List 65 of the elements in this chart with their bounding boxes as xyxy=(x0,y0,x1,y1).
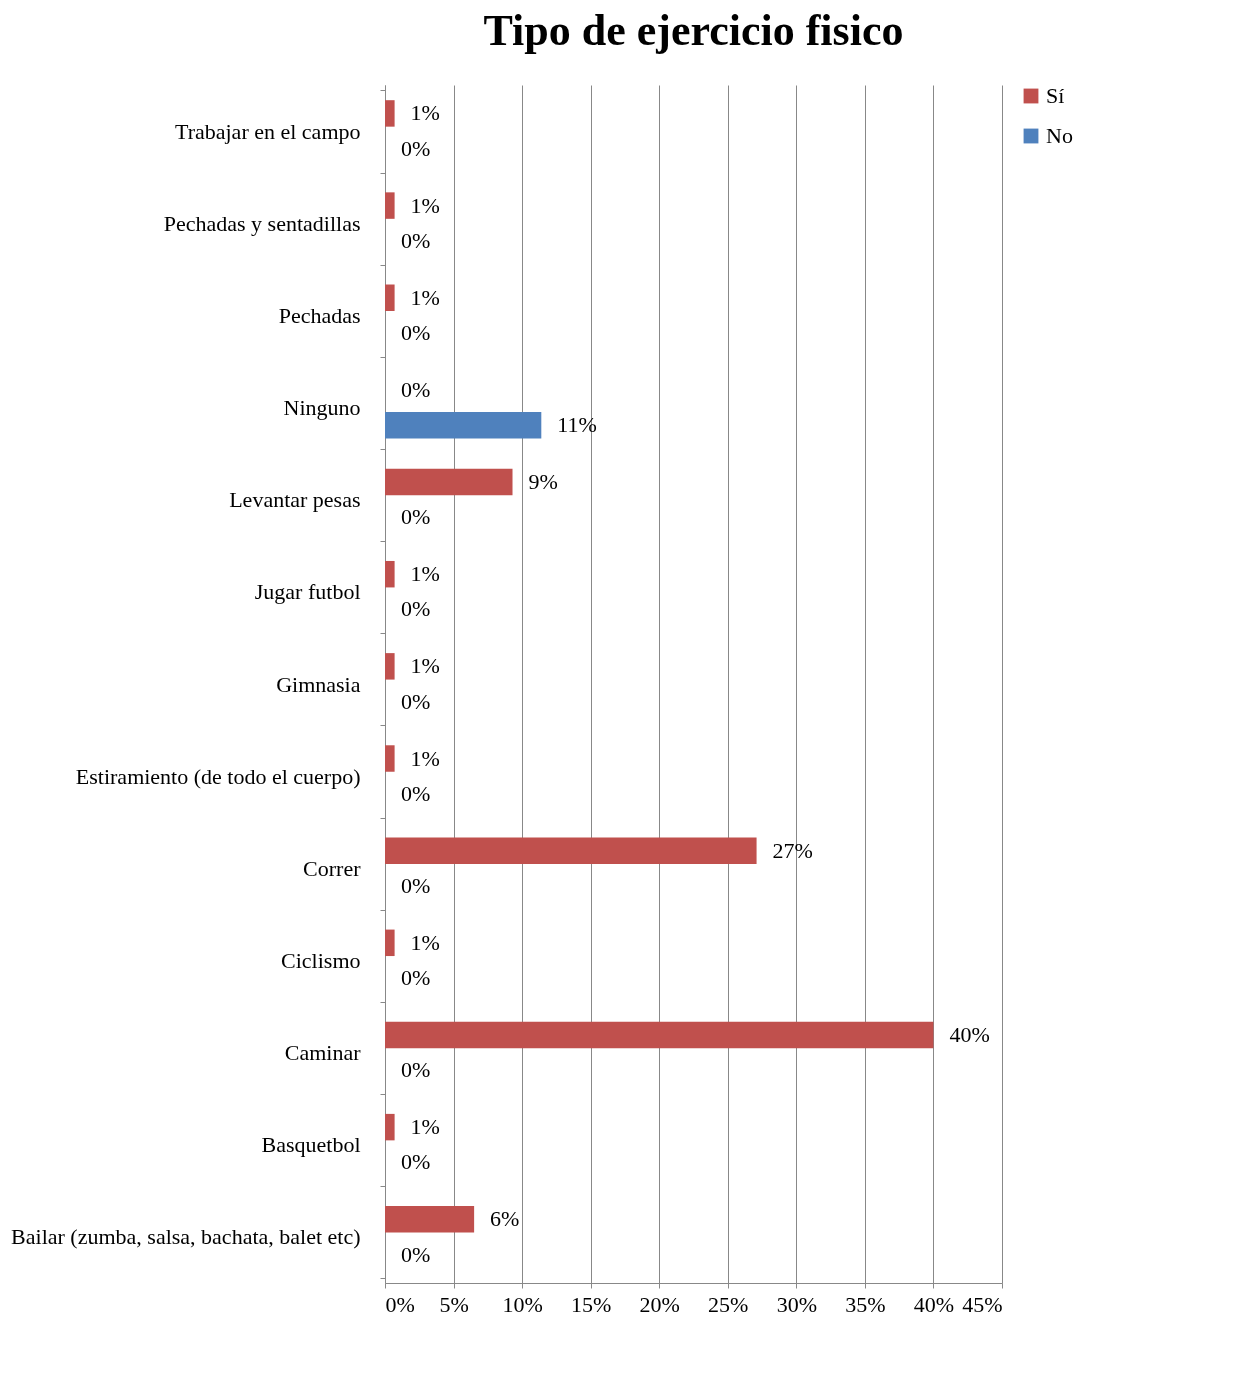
data-label: 1% xyxy=(410,284,440,310)
y-tick-label: Bailar (zumba, salsa, bachata, balet etc) xyxy=(11,1224,361,1250)
data-label: 0% xyxy=(401,227,431,253)
data-label: 9% xyxy=(528,469,558,495)
x-tick-label: 10% xyxy=(502,1291,543,1317)
bar xyxy=(385,100,395,127)
data-label: 6% xyxy=(490,1206,520,1232)
y-tick-label: Jugar futbol xyxy=(254,579,361,605)
x-tick-label: 35% xyxy=(845,1291,886,1317)
x-tick-label: 40% xyxy=(913,1291,955,1317)
y-tick-label: Caminar xyxy=(284,1040,362,1066)
data-label: 1% xyxy=(410,192,440,218)
x-tick-label: 45% xyxy=(962,1291,1003,1317)
bar xyxy=(385,929,395,957)
data-label: 0% xyxy=(401,965,431,991)
data-label: 1% xyxy=(410,653,440,679)
data-label: 0% xyxy=(401,596,431,622)
y-tick-label: Trabajar en el campo xyxy=(174,118,361,144)
data-label: 0% xyxy=(401,376,431,402)
data-label: 0% xyxy=(401,688,431,714)
x-tick-label: 30% xyxy=(776,1291,817,1317)
data-label: 0% xyxy=(401,1149,431,1175)
bar xyxy=(385,1206,475,1233)
bar xyxy=(385,837,757,864)
legend-label: No xyxy=(1046,123,1073,148)
bar xyxy=(385,411,542,439)
bar xyxy=(385,468,513,496)
y-tick-label: Correr xyxy=(303,855,362,881)
legend-label: Sí xyxy=(1046,83,1065,108)
data-label: 0% xyxy=(401,1241,431,1267)
y-tick-label: Estiramiento (de todo el cuerpo) xyxy=(75,763,361,789)
bar xyxy=(385,1113,395,1141)
data-label: 0% xyxy=(401,1057,431,1083)
bar xyxy=(385,1021,934,1049)
data-label: 1% xyxy=(410,561,440,587)
data-label: 11% xyxy=(557,412,597,438)
y-tick-label: Levantar pesas xyxy=(229,487,361,513)
data-label: 40% xyxy=(949,1021,990,1047)
y-tick-label: Ninguno xyxy=(283,395,361,421)
bar xyxy=(385,560,395,588)
bar xyxy=(385,653,395,680)
data-label: 27% xyxy=(772,837,813,863)
data-label: 0% xyxy=(401,780,431,806)
data-label: 1% xyxy=(410,100,440,126)
y-tick-label: Ciclismo xyxy=(281,947,361,973)
y-tick-label: Basquetbol xyxy=(261,1132,361,1158)
y-tick-label: Pechadas xyxy=(278,302,361,328)
x-tick-label: 15% xyxy=(571,1291,612,1317)
data-label: 1% xyxy=(410,1114,440,1140)
data-label: 0% xyxy=(401,872,431,898)
bar xyxy=(385,192,395,219)
bar xyxy=(385,745,395,772)
chart-title: Tipo de ejercicio fisico xyxy=(483,6,904,55)
x-tick-label: 0% xyxy=(385,1291,415,1317)
bar xyxy=(385,284,395,311)
y-tick-label: Gimnasia xyxy=(276,671,361,697)
x-tick-label: 25% xyxy=(708,1291,749,1317)
x-tick-label: 5% xyxy=(439,1291,469,1317)
data-label: 0% xyxy=(401,135,431,161)
data-label: 0% xyxy=(401,504,431,530)
y-tick-label: Pechadas y sentadillas xyxy=(163,210,361,236)
data-label: 1% xyxy=(410,929,440,955)
data-label: 0% xyxy=(401,320,431,346)
x-tick-label: 20% xyxy=(639,1291,680,1317)
data-label: 1% xyxy=(410,745,440,771)
